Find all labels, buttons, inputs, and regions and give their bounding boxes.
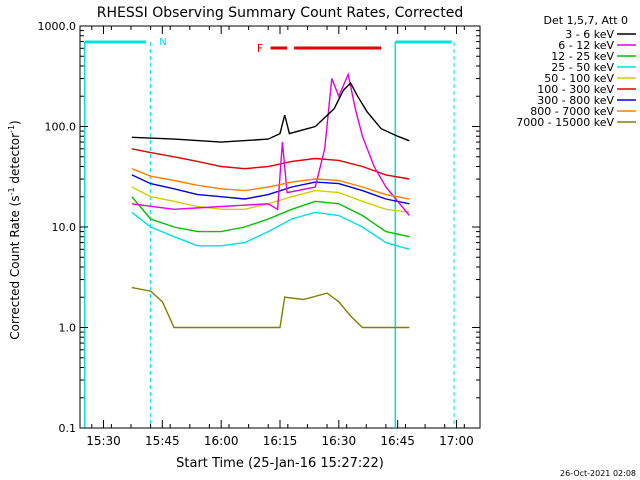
legend-entry-label: 800 - 7000 keV xyxy=(530,105,614,118)
legend-entry-label: 300 - 800 keV xyxy=(537,94,614,107)
legend-entry-label: 3 - 6 keV xyxy=(565,28,614,41)
plot-frame xyxy=(79,25,481,429)
series-line xyxy=(131,211,410,250)
legend-entry-label: 50 - 100 keV xyxy=(544,72,614,85)
y-tick-label: 10.0 xyxy=(52,221,77,234)
x-tick-label: 16:45 xyxy=(380,434,415,448)
series-line xyxy=(131,81,410,143)
legend-entry-label: 100 - 300 keV xyxy=(537,83,614,96)
legend-entry-label: 6 - 12 keV xyxy=(558,39,614,52)
series-line xyxy=(131,168,410,200)
series-line xyxy=(131,186,410,213)
legend-entry-label: 7000 - 15000 keV xyxy=(516,116,614,129)
y-axis: 1000.0 100.0 10.0 1.0 0.1 xyxy=(38,20,480,435)
legend-entry-label: 12 - 25 keV xyxy=(551,50,614,63)
y-axis-label: Corrected Count Rate (s-1 detector-1) xyxy=(7,120,22,339)
series-line xyxy=(131,72,410,216)
x-tick-label: 16:00 xyxy=(204,434,239,448)
chart-title: RHESSI Observing Summary Count Rates, Co… xyxy=(97,5,463,21)
y-tick-label: 1000.0 xyxy=(38,20,77,33)
y-tick-label: 100.0 xyxy=(45,121,77,134)
x-tick-label: 15:45 xyxy=(145,434,180,448)
series-line xyxy=(131,196,410,238)
x-tick-label: 17:00 xyxy=(439,434,474,448)
series-line xyxy=(131,286,410,329)
legend-entry-label: 25 - 50 keV xyxy=(551,61,614,74)
night-label: N xyxy=(159,37,166,48)
series-line xyxy=(131,174,410,205)
x-tick-label: 15:30 xyxy=(86,434,121,448)
footer-date: 26-Oct-2021 02:08 xyxy=(560,469,636,478)
y-tick-label: 1.0 xyxy=(59,322,77,335)
series-line xyxy=(131,148,410,180)
x-tick-label: 16:15 xyxy=(263,434,298,448)
flare-label: F xyxy=(257,42,263,55)
x-tick-label: 16:30 xyxy=(322,434,357,448)
x-axis-label: Start Time (25-Jan-16 15:27:22) xyxy=(176,456,384,471)
x-axis: 15:30 15:45 16:00 16:15 16:30 16:45 17:00 xyxy=(86,26,474,448)
legend-title: Det 1,5,7, Att 0 xyxy=(544,14,628,27)
y-tick-label: 0.1 xyxy=(59,422,77,435)
